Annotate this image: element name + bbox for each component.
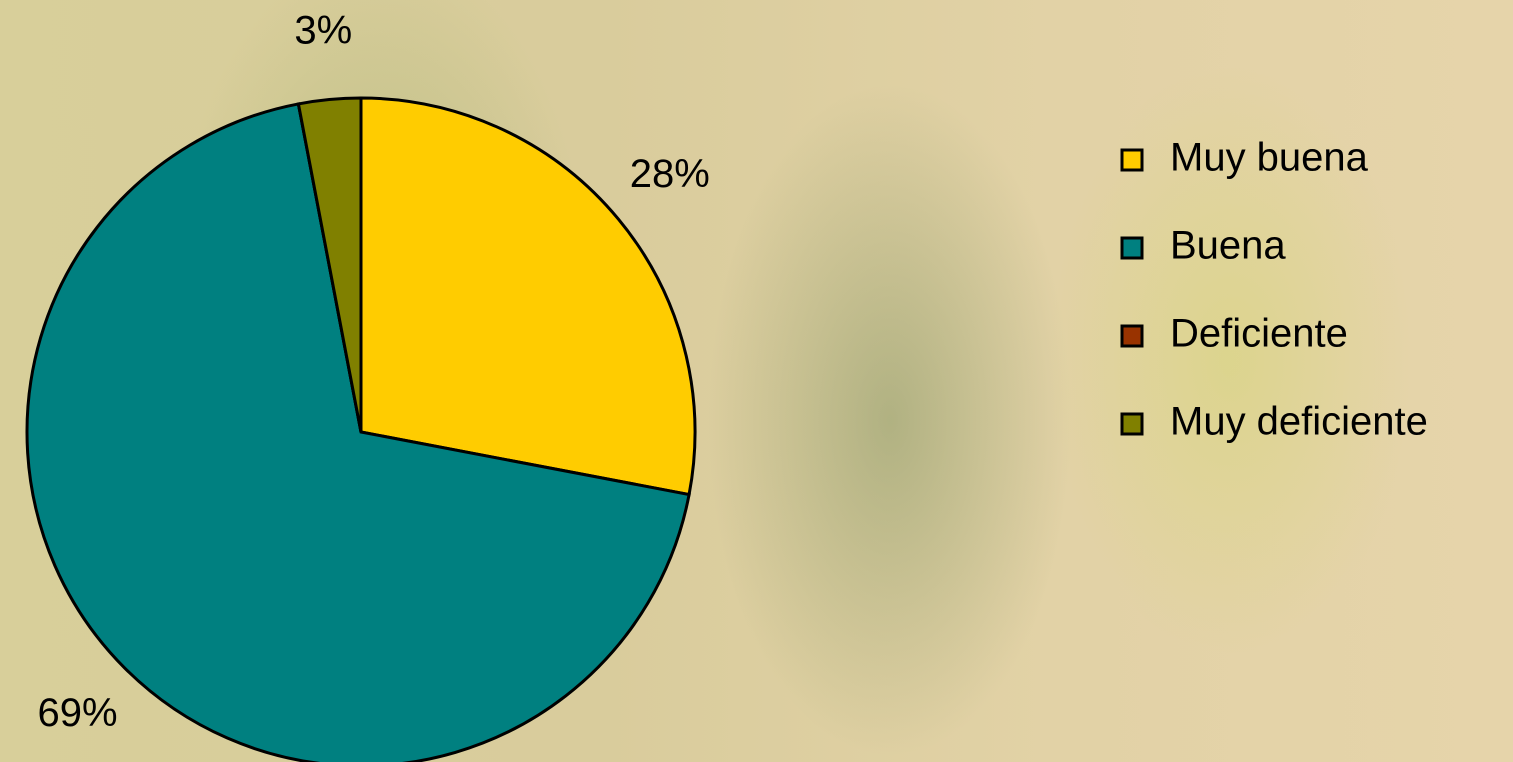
legend-swatch	[1122, 414, 1142, 434]
legend-swatch	[1122, 150, 1142, 170]
legend-swatch	[1122, 326, 1142, 346]
data-label: 69%	[38, 691, 118, 735]
legend-swatch	[1122, 238, 1142, 258]
chart: 28% 69% 3% Muy buena Buena Deficiente Muy defi…	[0, 0, 1513, 762]
data-label: 3%	[294, 9, 352, 53]
legend-label: Deficiente	[1170, 312, 1348, 356]
legend-label: Muy deficiente	[1170, 400, 1428, 444]
slide: 28% 69% 3% Muy buena Buena Deficiente Muy defi…	[0, 0, 1513, 762]
data-label: 28%	[630, 152, 710, 196]
legend-label: Muy buena	[1170, 136, 1369, 180]
legend-label: Buena	[1170, 224, 1286, 268]
